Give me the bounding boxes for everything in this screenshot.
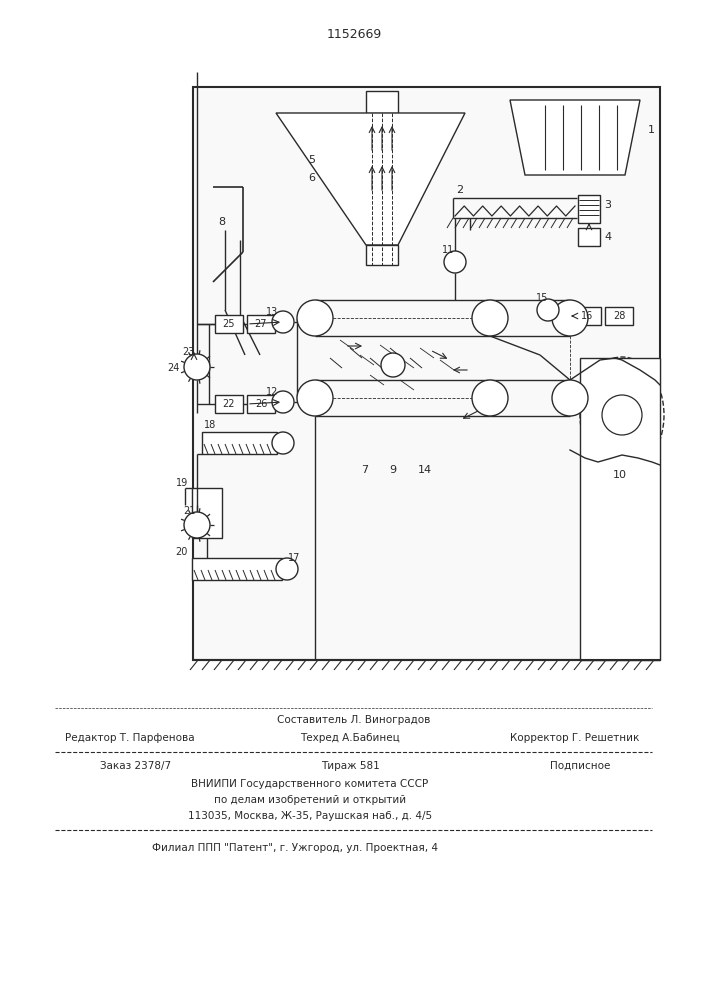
Text: 14: 14 bbox=[418, 465, 432, 475]
Circle shape bbox=[184, 354, 210, 380]
Text: 113035, Москва, Ж-35, Раушская наб., д. 4/5: 113035, Москва, Ж-35, Раушская наб., д. … bbox=[188, 811, 432, 821]
Circle shape bbox=[381, 353, 405, 377]
Text: по делам изобретений и открытий: по делам изобретений и открытий bbox=[214, 795, 406, 805]
Circle shape bbox=[472, 300, 508, 336]
Bar bbox=[605, 307, 633, 325]
Bar bbox=[192, 488, 222, 538]
Text: ВНИИПИ Государственного комитета СССР: ВНИИПИ Государственного комитета СССР bbox=[192, 779, 428, 789]
Text: 22: 22 bbox=[223, 399, 235, 409]
Text: 10: 10 bbox=[613, 470, 627, 480]
Text: 26: 26 bbox=[255, 399, 267, 409]
Text: 18: 18 bbox=[204, 420, 216, 430]
Circle shape bbox=[272, 432, 294, 454]
Ellipse shape bbox=[580, 357, 664, 473]
Circle shape bbox=[297, 380, 333, 416]
Bar bbox=[578, 195, 600, 223]
Text: Редактор Т. Парфенова: Редактор Т. Парфенова bbox=[65, 733, 195, 743]
Bar bbox=[578, 228, 600, 246]
Text: 7: 7 bbox=[361, 465, 368, 475]
Text: 15: 15 bbox=[536, 293, 548, 303]
Text: 16: 16 bbox=[581, 311, 593, 321]
Circle shape bbox=[552, 380, 588, 416]
Text: Корректор Г. Решетник: Корректор Г. Решетник bbox=[510, 733, 640, 743]
Text: 17: 17 bbox=[288, 553, 300, 563]
Circle shape bbox=[444, 251, 466, 273]
Text: 4: 4 bbox=[604, 232, 611, 242]
Text: 24: 24 bbox=[168, 363, 180, 373]
Text: 28: 28 bbox=[613, 311, 625, 321]
Bar bbox=[247, 395, 275, 413]
Text: 12: 12 bbox=[266, 387, 278, 397]
Text: 19: 19 bbox=[176, 478, 188, 488]
Circle shape bbox=[552, 300, 588, 336]
Text: 8: 8 bbox=[218, 217, 226, 227]
Text: Техред А.Бабинец: Техред А.Бабинец bbox=[300, 733, 400, 743]
Text: 21: 21 bbox=[183, 506, 195, 516]
Text: 6: 6 bbox=[308, 173, 315, 183]
Text: 13: 13 bbox=[266, 307, 278, 317]
Text: 1: 1 bbox=[648, 125, 655, 135]
Bar bbox=[193, 87, 660, 660]
Bar bbox=[573, 307, 601, 325]
Text: 1152669: 1152669 bbox=[327, 28, 382, 41]
Polygon shape bbox=[510, 100, 640, 175]
Bar bbox=[192, 558, 282, 580]
Polygon shape bbox=[276, 113, 465, 245]
Text: 20: 20 bbox=[175, 547, 188, 557]
Text: Заказ 2378/7: Заказ 2378/7 bbox=[100, 761, 171, 771]
Text: 3: 3 bbox=[604, 200, 611, 210]
Text: 23: 23 bbox=[182, 347, 194, 357]
Bar bbox=[202, 432, 277, 454]
Text: 5: 5 bbox=[308, 155, 315, 165]
Circle shape bbox=[602, 395, 642, 435]
Text: Филиал ППП "Патент", г. Ужгород, ул. Проектная, 4: Филиал ППП "Патент", г. Ужгород, ул. Про… bbox=[152, 843, 438, 853]
Circle shape bbox=[272, 311, 294, 333]
Circle shape bbox=[537, 299, 559, 321]
Bar bbox=[366, 245, 398, 265]
Text: 25: 25 bbox=[223, 319, 235, 329]
Circle shape bbox=[272, 391, 294, 413]
Bar bbox=[580, 358, 660, 660]
Text: Подписное: Подписное bbox=[550, 761, 610, 771]
Bar bbox=[366, 91, 398, 113]
Bar bbox=[247, 315, 275, 333]
Text: 27: 27 bbox=[255, 319, 267, 329]
Circle shape bbox=[472, 380, 508, 416]
Text: 2: 2 bbox=[457, 185, 464, 195]
Bar bbox=[215, 395, 243, 413]
Text: 9: 9 bbox=[390, 465, 397, 475]
Circle shape bbox=[276, 558, 298, 580]
Text: Тираж 581: Тираж 581 bbox=[321, 761, 380, 771]
Circle shape bbox=[184, 512, 210, 538]
Text: Составитель Л. Виноградов: Составитель Л. Виноградов bbox=[277, 715, 431, 725]
Text: 11: 11 bbox=[442, 245, 454, 255]
Circle shape bbox=[297, 300, 333, 336]
Bar bbox=[215, 315, 243, 333]
